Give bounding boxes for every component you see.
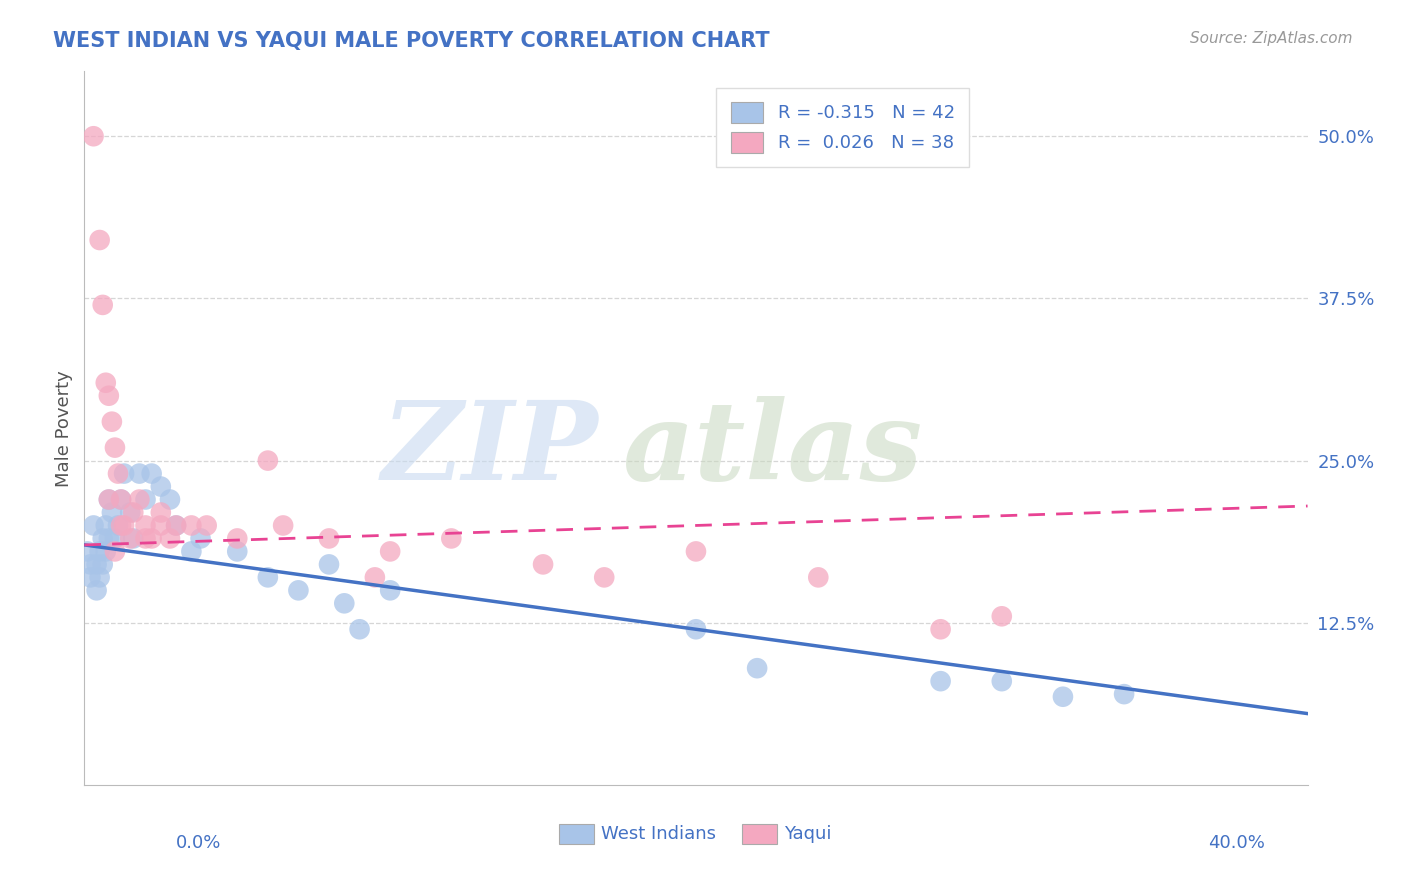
Point <box>991 609 1014 624</box>
Point <box>1114 687 1136 701</box>
Point <box>685 544 707 558</box>
Point <box>364 570 387 584</box>
Point <box>135 492 157 507</box>
Point <box>112 467 135 481</box>
Point <box>120 506 142 520</box>
Point <box>159 492 181 507</box>
Point <box>165 518 187 533</box>
Point <box>79 570 101 584</box>
Point <box>79 558 101 572</box>
Point <box>101 506 124 520</box>
Point <box>929 674 952 689</box>
Point <box>1052 690 1074 704</box>
Point <box>287 583 309 598</box>
Point <box>380 544 402 558</box>
Point <box>180 518 202 533</box>
Point <box>112 518 135 533</box>
Point <box>159 532 181 546</box>
Point <box>333 596 356 610</box>
Point <box>91 558 114 572</box>
Text: Yaqui: Yaqui <box>785 825 831 843</box>
Point <box>128 492 150 507</box>
Point <box>83 518 105 533</box>
Point <box>226 544 249 558</box>
Point <box>991 674 1014 689</box>
Y-axis label: Male Poverty: Male Poverty <box>55 370 73 486</box>
Point <box>94 544 117 558</box>
Point <box>89 233 111 247</box>
Point <box>318 558 340 572</box>
Point <box>318 532 340 546</box>
Point <box>149 479 172 493</box>
Text: ZIP: ZIP <box>381 396 598 503</box>
Point <box>257 570 280 584</box>
Point <box>195 518 218 533</box>
Legend: R = -0.315   N = 42, R =  0.026   N = 38: R = -0.315 N = 42, R = 0.026 N = 38 <box>716 87 969 167</box>
Point <box>91 298 114 312</box>
Point <box>120 532 142 546</box>
Point <box>807 570 830 584</box>
Point <box>110 492 132 507</box>
Point <box>107 518 129 533</box>
Point <box>226 532 249 546</box>
Text: West Indians: West Indians <box>602 825 716 843</box>
Point <box>531 558 554 572</box>
Point <box>141 532 163 546</box>
Text: Source: ZipAtlas.com: Source: ZipAtlas.com <box>1189 31 1353 46</box>
Point <box>122 532 145 546</box>
Point <box>271 518 294 533</box>
Point <box>685 622 707 636</box>
Point <box>97 532 120 546</box>
Point <box>349 622 371 636</box>
Point <box>747 661 769 675</box>
Point <box>104 544 127 558</box>
Point <box>128 467 150 481</box>
Text: 0.0%: 0.0% <box>176 834 221 852</box>
Point <box>257 453 280 467</box>
Point <box>110 492 132 507</box>
Point <box>86 558 108 572</box>
Point <box>440 532 463 546</box>
Point <box>76 544 98 558</box>
Point <box>104 532 127 546</box>
Point <box>110 518 132 533</box>
Point <box>122 506 145 520</box>
Point <box>149 506 172 520</box>
Point <box>141 467 163 481</box>
Text: atlas: atlas <box>623 396 922 503</box>
Point <box>86 583 108 598</box>
Point <box>180 544 202 558</box>
Point <box>97 389 120 403</box>
Point <box>101 415 124 429</box>
Point <box>929 622 952 636</box>
Point <box>83 129 105 144</box>
Point <box>190 532 212 546</box>
Point <box>97 492 120 507</box>
Point <box>135 532 157 546</box>
Point <box>94 376 117 390</box>
Point <box>89 570 111 584</box>
Point <box>593 570 616 584</box>
Point <box>165 518 187 533</box>
Point <box>135 518 157 533</box>
Text: 40.0%: 40.0% <box>1209 834 1265 852</box>
Point <box>94 518 117 533</box>
Point <box>107 467 129 481</box>
Text: WEST INDIAN VS YAQUI MALE POVERTY CORRELATION CHART: WEST INDIAN VS YAQUI MALE POVERTY CORREL… <box>53 31 770 51</box>
Point <box>380 583 402 598</box>
Point <box>97 492 120 507</box>
Point <box>91 532 114 546</box>
Point <box>149 518 172 533</box>
Point <box>89 544 111 558</box>
Point <box>104 441 127 455</box>
